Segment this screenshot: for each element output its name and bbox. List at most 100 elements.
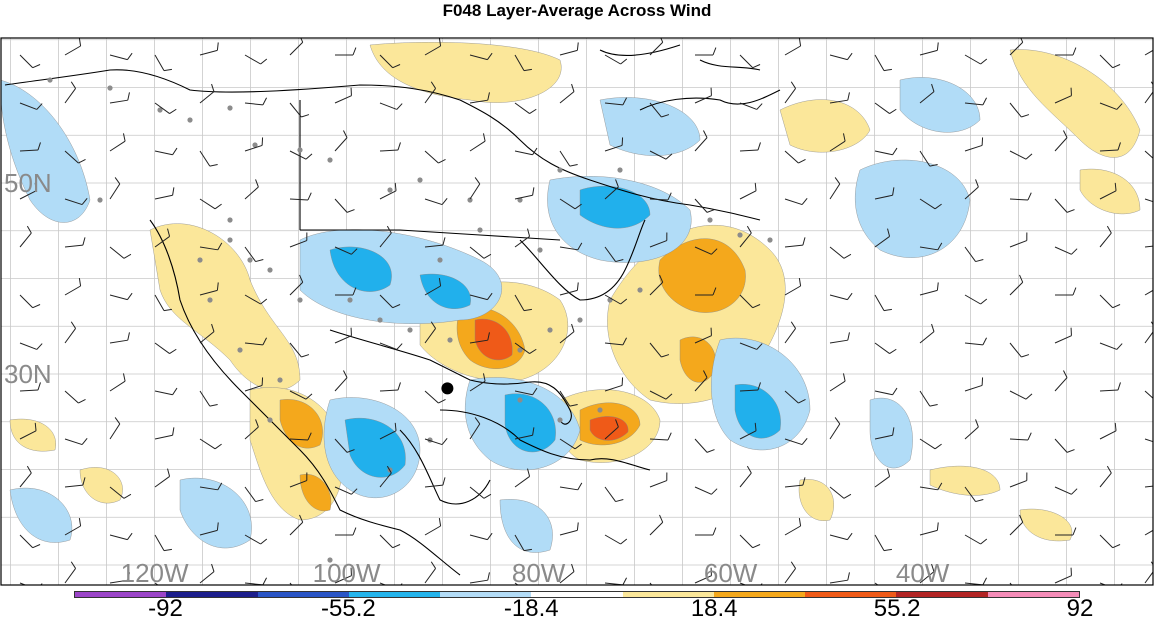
contour-fill <box>474 318 513 361</box>
wind-barb <box>694 87 712 104</box>
coastline <box>149 219 461 576</box>
wind-barb <box>919 83 935 104</box>
wind-barb <box>559 482 583 491</box>
wind-barb <box>1144 390 1153 399</box>
wind-barb <box>829 292 853 301</box>
chart-title: F048 Layer-Average Across Wind <box>442 1 712 20</box>
station-dot <box>377 317 383 323</box>
contour-fill <box>299 474 332 512</box>
wind-barb <box>199 438 222 450</box>
wind-barb <box>919 522 939 536</box>
wind-barb <box>334 370 348 392</box>
station-dot <box>47 77 53 83</box>
wind-barb <box>64 321 77 344</box>
wind-barb <box>649 390 673 400</box>
station-dot <box>237 347 243 353</box>
wind-barb <box>19 582 43 585</box>
wind-barb <box>109 332 130 344</box>
station-dot <box>517 347 523 353</box>
station-dot <box>247 257 253 263</box>
station-dot <box>207 297 213 303</box>
wind-barb <box>64 150 86 164</box>
wind-barb <box>244 97 268 106</box>
wind-barb <box>469 246 492 259</box>
wind-barb <box>109 373 126 392</box>
wind-barb <box>469 572 490 584</box>
wind-barb <box>154 387 178 396</box>
wind-barb <box>424 198 448 206</box>
wind-barb <box>784 561 797 584</box>
coastline <box>519 219 646 301</box>
wind-barb <box>784 150 806 164</box>
lat-label: 30N <box>4 359 52 389</box>
wind-barb <box>1099 534 1121 549</box>
wind-barb <box>1099 582 1123 585</box>
wind-barb <box>154 294 172 312</box>
contour-fill <box>1079 168 1141 215</box>
wind-barb <box>1144 245 1153 248</box>
lon-label: 60W <box>704 558 758 588</box>
wind-barb <box>784 198 808 206</box>
wind-barb <box>919 438 942 450</box>
wind-barb <box>919 242 943 251</box>
wind-barb <box>604 337 628 346</box>
wind-barb <box>289 192 312 201</box>
wind-barb <box>64 81 77 104</box>
wind-barb <box>379 294 401 309</box>
station-dot <box>187 117 193 123</box>
station-dot <box>267 417 273 423</box>
wind-barb <box>874 534 892 552</box>
wind-barb <box>739 422 757 440</box>
wind-barb <box>289 432 312 441</box>
wind-barb <box>964 486 984 503</box>
wind-barb <box>19 382 41 392</box>
wind-barb <box>469 52 493 61</box>
wind-barb <box>649 342 670 358</box>
contour-fill <box>779 99 871 153</box>
station-dot <box>97 197 103 203</box>
wind-barb <box>289 274 304 296</box>
wind-barb <box>244 54 268 65</box>
wind-barb <box>199 242 223 251</box>
colorbar-segment <box>166 592 258 597</box>
wind-barb <box>829 246 852 259</box>
wind-barb <box>1054 198 1075 213</box>
wind-barb <box>199 323 215 344</box>
contour-fill <box>299 229 502 324</box>
station-dot <box>597 407 603 413</box>
wind-barb <box>379 225 392 248</box>
station-dot <box>227 237 233 243</box>
wind-barb <box>289 342 310 358</box>
wind-barb <box>19 182 37 200</box>
wind-barb <box>334 567 352 584</box>
wind-barb <box>1009 274 1024 296</box>
wind-barb <box>784 518 802 536</box>
coastline <box>4 69 761 221</box>
contour-fill <box>854 159 971 258</box>
contour-fill <box>929 465 1001 496</box>
wind-barb <box>1099 382 1121 392</box>
wind-barb <box>829 532 853 541</box>
wind-barb <box>784 321 797 344</box>
wind-barb <box>784 438 808 446</box>
wind-barb <box>739 54 761 69</box>
wind-barb <box>199 83 215 104</box>
wind-barb <box>829 373 846 392</box>
wind-barb <box>1144 198 1153 203</box>
station-dot <box>437 257 443 263</box>
wind-barb <box>19 142 41 152</box>
colorbar-segment <box>348 592 441 597</box>
wind-barb <box>874 228 891 248</box>
wind-barb <box>289 102 310 118</box>
wind-barb <box>1055 527 1077 536</box>
contour-fill <box>9 418 56 452</box>
wind-barb <box>784 390 806 404</box>
wind-barb <box>694 486 718 495</box>
wind-barb <box>334 327 352 344</box>
wind-barb <box>199 482 223 491</box>
station-dot <box>227 105 233 111</box>
wind-barb <box>649 472 668 488</box>
wind-barb <box>379 102 403 110</box>
graticule-labels: 50N 30N 120W 100W 80W 60W 40W <box>4 168 950 588</box>
wind-barb <box>379 422 397 440</box>
